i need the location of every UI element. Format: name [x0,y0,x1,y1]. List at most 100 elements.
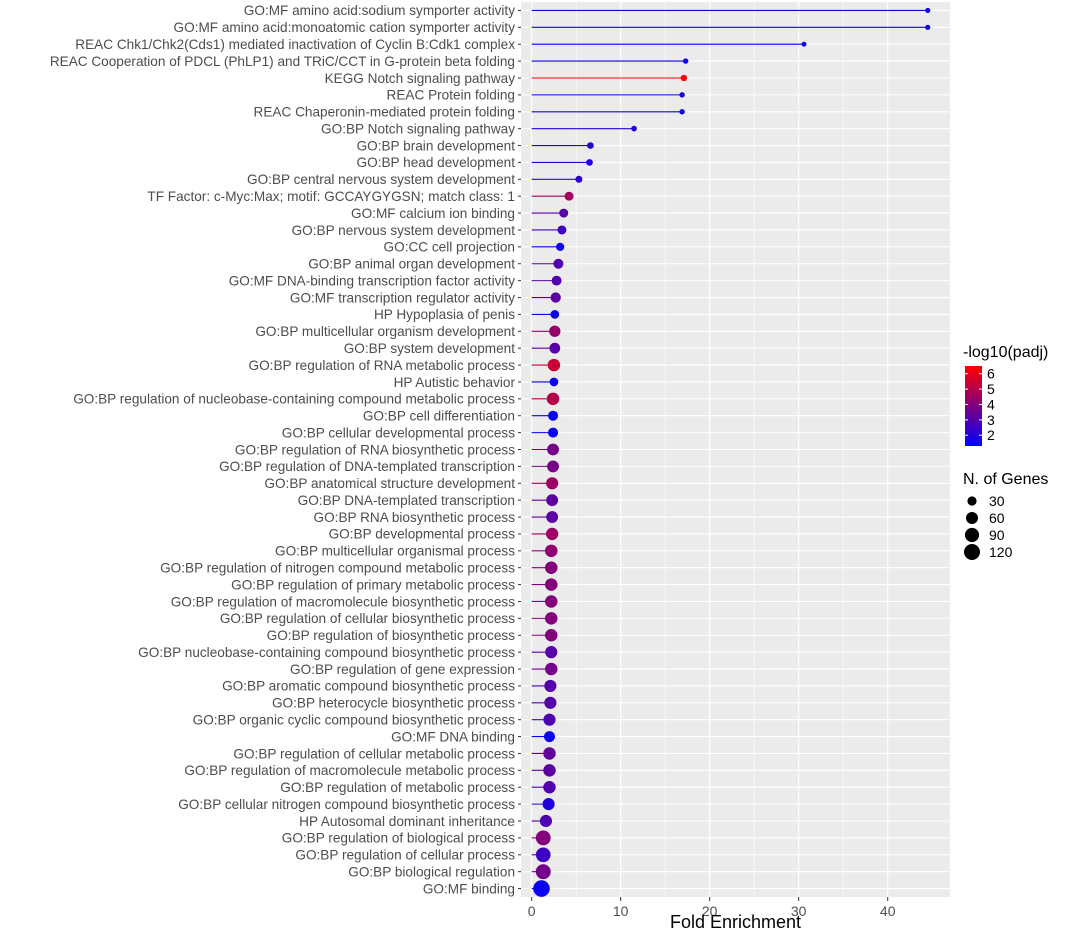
data-point [543,713,556,726]
data-point [543,780,556,794]
data-point [535,847,551,863]
data-point [547,460,559,473]
size-legend-label: 90 [989,527,1005,543]
data-point [631,125,637,132]
y-tick-label: GO:BP regulation of primary metabolic pr… [231,577,515,592]
data-point [542,798,555,811]
data-point [546,392,560,406]
data-point [925,7,931,14]
color-legend-title: -log10(padj) [963,344,1048,361]
data-point [557,225,567,235]
data-point [559,208,569,218]
data-point [543,747,556,760]
data-point [535,830,551,846]
y-tick-label: GO:MF DNA-binding transcription factor a… [229,273,516,288]
y-tick-label: GO:BP biological regulation [348,864,515,879]
size-legend-dot [964,527,980,543]
data-point [547,443,559,456]
data-point [539,814,553,828]
size-legend-label: 60 [989,510,1005,526]
data-point [545,527,559,541]
y-tick-label: GO:BP animal organ development [308,257,515,272]
data-point [545,544,558,558]
y-tick-label: GO:BP nervous system development [292,223,516,238]
y-tick-label: GO:BP regulation of cellular process [295,848,515,863]
y-tick-label: GO:BP regulation of cellular biosyntheti… [220,611,515,626]
y-tick-label: GO:BP regulation of nucleobase-containin… [73,392,515,407]
y-tick-label: GO:BP multicellular organism development [255,324,515,339]
data-point [543,731,555,743]
data-point [680,74,688,82]
data-point [545,629,558,642]
y-tick-label: GO:BP anatomical structure development [264,476,515,491]
y-tick-label: REAC Chaperonin-mediated protein folding [254,105,515,120]
y-tick-label: REAC Cooperation of PDCL (PhLP1) and TRi… [50,54,515,69]
data-point [545,646,558,659]
y-tick-label: GO:BP multicellular organismal process [275,544,515,559]
data-point [549,377,559,387]
y-tick-label: GO:BP regulation of macromolecule biosyn… [171,594,515,609]
y-tick-label: HP Autistic behavior [394,375,516,390]
y-tick-label: TF Factor: c-Myc:Max; motif: GCCAYGYGSN;… [147,189,515,204]
data-point [586,159,593,166]
colorbar-tick-label: 2 [987,427,995,443]
x-tick-label: 10 [613,903,629,919]
y-tick-label: GO:BP regulation of DNA-templated transc… [219,459,515,474]
y-axis-labels: GO:MF amino acid:sodium symporter activi… [50,3,521,896]
y-tick-label: GO:BP regulation of biosynthetic process [267,628,516,643]
y-tick-label: GO:BP developmental process [329,527,516,542]
data-point [556,242,565,251]
y-tick-label: GO:BP system development [344,341,515,356]
y-tick-label: GO:BP aromatic compound biosynthetic pro… [222,679,515,694]
size-legend-title: N. of Genes [963,471,1048,488]
y-tick-label: GO:BP head development [357,155,516,170]
y-tick-label: GO:BP RNA biosynthetic process [314,510,516,525]
y-tick-label: GO:BP cellular developmental process [282,425,515,440]
y-tick-label: HP Hypoplasia of penis [374,307,515,322]
data-point [545,612,558,625]
data-point [550,310,560,319]
data-point [548,410,559,421]
x-tick-label: 0 [528,903,536,919]
y-tick-label: GO:MF transcription regulator activity [290,290,515,305]
data-point [548,427,559,438]
dots [533,7,931,897]
colorbar-tick-label: 4 [987,396,995,412]
y-tick-label: GO:BP regulation of RNA biosynthetic pro… [235,442,515,457]
data-point [551,275,562,286]
data-point [549,325,561,337]
x-tick-label: 40 [880,903,896,919]
y-tick-label: GO:BP organic cyclic compound biosynthet… [193,712,516,727]
y-tick-label: GO:BP cell differentiation [363,409,515,424]
y-tick-label: GO:BP cellular nitrogen compound biosynt… [178,797,515,812]
y-tick-label: GO:BP brain development [357,138,516,153]
data-point [533,880,550,897]
colorbar-tick-label: 5 [987,381,995,397]
data-point [564,191,574,201]
data-point [535,864,551,880]
y-tick-label: GO:BP DNA-templated transcription [298,493,515,508]
x-tick-label: 30 [791,903,807,919]
data-point [553,258,564,269]
y-tick-label: GO:BP regulation of cellular metabolic p… [233,746,515,761]
data-point [682,58,689,64]
colorbar-tick-label: 3 [987,412,995,428]
size-legend-dot [964,544,980,560]
y-tick-label: KEGG Notch signaling pathway [325,71,516,86]
x-axis: 0 10 20 30 40 [528,897,896,919]
y-tick-label: REAC Protein folding [387,88,515,103]
y-tick-label: GO:CC cell projection [384,240,515,255]
colorbar-tick-label: 6 [987,366,995,382]
y-tick-label: GO:BP nucleobase-containing compound bio… [138,645,515,660]
y-tick-label: GO:BP regulation of RNA metabolic proces… [249,358,516,373]
y-tick-label: GO:BP regulation of biological process [282,831,515,846]
y-tick-label: GO:MF amino acid:sodium symporter activi… [244,3,515,18]
y-tick-label: GO:BP regulation of nitrogen compound me… [160,561,515,576]
size-legend-label: 30 [989,493,1005,509]
data-point [545,662,558,676]
data-point [575,175,583,183]
